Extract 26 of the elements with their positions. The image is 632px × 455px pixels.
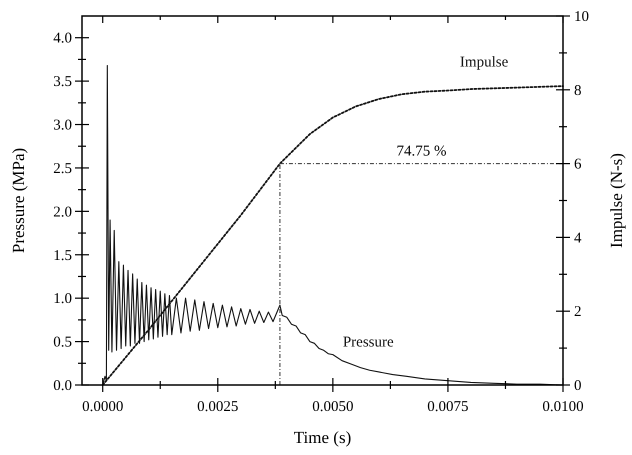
x-axis-title: Time (s) — [294, 428, 352, 447]
annotation: 74.75 % — [396, 144, 446, 160]
y-tick-label: 1.5 — [53, 248, 72, 264]
y-tick-label: 4.0 — [53, 30, 72, 47]
y2-tick-label: 0 — [574, 378, 582, 394]
x-tick-label: 0.0000 — [82, 399, 124, 415]
series-label: Pressure — [342, 334, 394, 351]
y2-tick-label: 2 — [574, 304, 582, 320]
y-tick-label: 3.5 — [53, 74, 72, 90]
y-tick-label: 2.5 — [53, 160, 72, 177]
y-tick-label: 2.0 — [53, 204, 72, 220]
y-tick-label: 3.0 — [53, 118, 72, 134]
y-tick-label: 0.5 — [53, 334, 72, 351]
y2-tick-label: 10 — [574, 9, 589, 25]
x-tick-label: 0.0075 — [427, 399, 469, 415]
x-tick-label: 0.0025 — [197, 399, 238, 415]
series-label: Impulse — [460, 54, 509, 71]
y-axis-title: Pressure (MPa) — [9, 148, 28, 254]
x-tick-label: 0.0100 — [542, 399, 584, 415]
y-tick-label: 1.0 — [53, 291, 72, 308]
y2-tick-label: 8 — [574, 82, 582, 99]
y2-axis-title: Impulse (N-s) — [607, 153, 626, 248]
y-tick-label: 0.0 — [53, 378, 72, 394]
y2-tick-label: 6 — [574, 156, 582, 173]
x-tick-label: 0.0050 — [312, 399, 354, 415]
y2-tick-label: 4 — [574, 230, 582, 246]
